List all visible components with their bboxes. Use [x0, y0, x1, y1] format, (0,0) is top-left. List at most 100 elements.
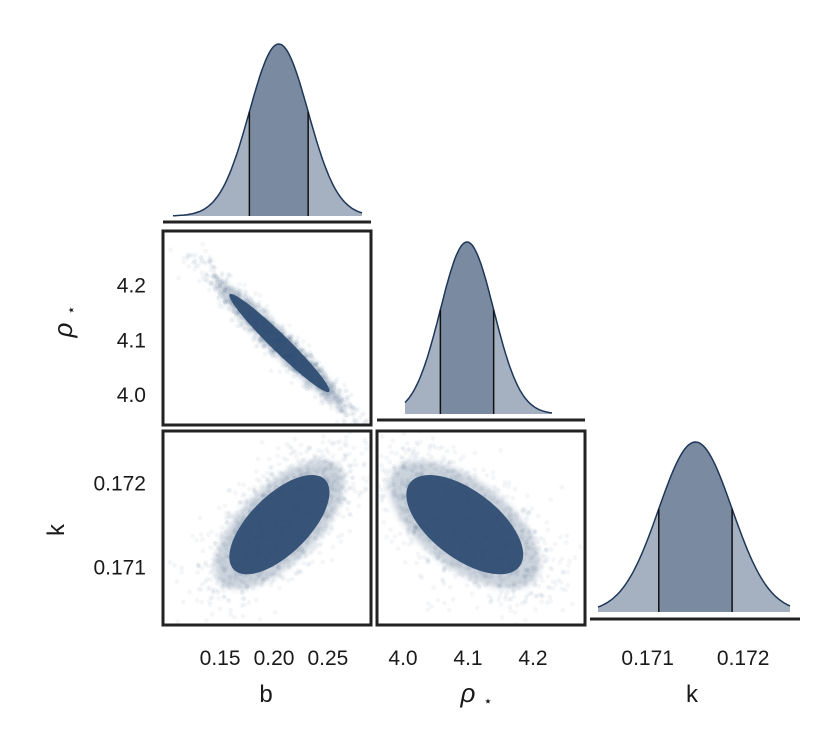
sample-point: [240, 325, 246, 330]
sample-point: [224, 278, 230, 284]
sample-point: [215, 581, 220, 586]
sample-point: [218, 531, 224, 536]
marginal-central-fill: [249, 44, 309, 216]
sample-point: [275, 453, 280, 459]
sample-point: [337, 388, 343, 393]
sample-point: [220, 584, 226, 590]
sample-point: [352, 489, 358, 494]
sample-point: [242, 282, 248, 288]
sample-point: [347, 451, 352, 457]
sample-point: [356, 493, 362, 499]
sample-point: [342, 409, 348, 415]
sample-point: [246, 295, 252, 301]
sample-point: [364, 446, 369, 452]
sample-point: [254, 477, 260, 482]
sample-point: [286, 464, 291, 470]
sample-point: [548, 547, 554, 553]
sample-point: [210, 568, 215, 573]
sample-point: [276, 461, 282, 467]
sample-point: [348, 486, 353, 491]
sample-point: [547, 585, 552, 591]
sample-point: [558, 579, 564, 585]
sample-point: [179, 565, 185, 571]
sample-point: [300, 382, 306, 388]
sample-point: [303, 552, 309, 558]
sample-point: [246, 329, 252, 335]
sample-point: [445, 461, 451, 467]
sample-point: [523, 598, 529, 603]
sample-point: [506, 484, 512, 489]
sample-point: [383, 487, 389, 493]
x-tick-label: 0.25: [307, 647, 348, 670]
sample-point: [267, 465, 273, 471]
sample-point: [519, 508, 525, 513]
scatter-rho-k: [377, 431, 583, 625]
sample-point: [524, 509, 530, 515]
sample-point: [550, 585, 556, 591]
sample-point: [350, 481, 356, 487]
sample-point: [426, 451, 431, 457]
sample-point: [337, 388, 343, 393]
sample-point: [212, 286, 218, 292]
sample-point: [300, 458, 305, 464]
sample-point: [343, 488, 349, 494]
sample-point: [488, 599, 493, 605]
sample-point: [347, 485, 352, 490]
sample-point: [408, 453, 413, 459]
sample-point: [253, 291, 258, 296]
sample-point: [336, 460, 342, 466]
sample-point: [209, 273, 214, 279]
sample-point: [326, 439, 332, 444]
sample-point: [382, 467, 388, 473]
sample-point: [216, 505, 222, 511]
sample-point: [511, 587, 517, 593]
sample-point: [202, 259, 208, 265]
sample-point: [565, 582, 571, 588]
sample-point: [331, 440, 336, 446]
sample-point: [559, 586, 565, 592]
sample-point: [476, 584, 481, 590]
sample-point: [316, 359, 322, 365]
sample-point: [430, 442, 436, 448]
sample-point: [253, 344, 259, 350]
sample-point: [209, 282, 215, 288]
x-ticks-rho: 4.0 4.1 4.2: [388, 647, 547, 670]
sample-point: [199, 581, 205, 587]
sample-point: [232, 614, 237, 620]
sample-point: [230, 317, 236, 322]
sample-point: [199, 565, 205, 571]
sample-point: [548, 497, 554, 502]
sample-point: [351, 485, 357, 491]
scatter-points: [163, 431, 371, 624]
sample-point: [451, 459, 457, 465]
sample-point: [237, 281, 243, 287]
sample-point: [329, 557, 335, 563]
sample-point: [352, 418, 358, 424]
sample-point: [415, 551, 421, 557]
sample-point: [345, 506, 350, 512]
sample-point: [204, 576, 210, 582]
sample-point: [207, 260, 213, 266]
sample-point: [316, 543, 322, 549]
sample-point: [510, 495, 516, 501]
sample-point: [341, 409, 347, 415]
sample-point: [277, 573, 283, 578]
sample-point: [319, 449, 325, 455]
sample-point: [254, 469, 259, 474]
sample-point: [206, 563, 211, 569]
sample-point: [338, 502, 344, 508]
sample-point: [253, 597, 259, 603]
sample-point: [314, 455, 319, 460]
sample-point: [175, 619, 181, 624]
sample-point: [532, 582, 538, 588]
sample-point: [344, 443, 350, 448]
sample-point: [304, 386, 310, 392]
sample-point: [167, 559, 173, 565]
sample-point: [305, 446, 311, 452]
sample-point: [306, 343, 312, 349]
sample-point: [199, 599, 205, 605]
sample-point: [281, 575, 287, 580]
sample-point: [207, 585, 213, 591]
sample-point: [196, 278, 202, 284]
sample-point: [321, 434, 326, 439]
